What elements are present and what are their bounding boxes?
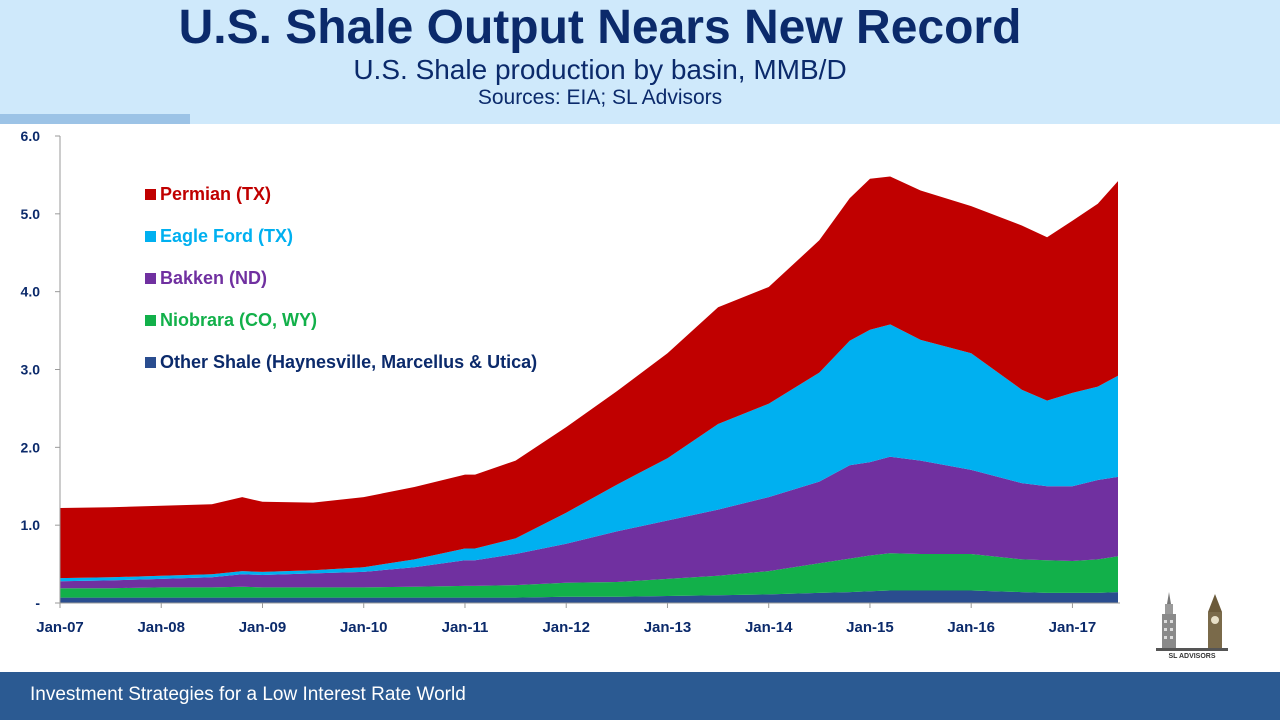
footer-band: Investment Strategies for a Low Interest… xyxy=(0,672,1280,720)
x-tick-label: Jan-09 xyxy=(239,619,287,636)
x-tick-label: Jan-16 xyxy=(947,619,995,636)
x-tick-label: Jan-14 xyxy=(745,619,793,636)
header-accent-bar xyxy=(0,114,190,124)
x-tick-label: Jan-11 xyxy=(442,619,489,636)
legend-label: Bakken (ND) xyxy=(160,268,267,288)
legend-item-eagle-ford-tx: Eagle Ford (TX) xyxy=(145,226,293,246)
x-tick-label: Jan-08 xyxy=(137,619,185,636)
y-tick-label: 3.0 xyxy=(21,362,41,378)
shale-production-chart: - 1.0 2.0 3.0 4.0 5.0 6.0 Jan-07 Jan-08 Jan-09 Jan… xyxy=(0,124,1280,672)
y-tick-label: 6.0 xyxy=(21,128,41,144)
chart-sources: Sources: EIA; SL Advisors xyxy=(0,86,1200,110)
legend-item-permian-tx: Permian (TX) xyxy=(145,184,271,204)
sl-advisors-logo: SL ADVISORS xyxy=(1156,590,1228,662)
legend-item-other-shale-haynesville-marcellus-utica: Other Shale (Haynesville, Marcellus & Ut… xyxy=(145,352,537,372)
chart-legend: Permian (TX) Eagle Ford (TX) Bakken (ND) Ni… xyxy=(145,184,537,372)
x-tick-label: Jan-17 xyxy=(1049,619,1097,636)
y-tick-label: 1.0 xyxy=(21,517,41,533)
y-tick-label: 5.0 xyxy=(21,206,41,222)
legend-label: Eagle Ford (TX) xyxy=(160,226,293,246)
x-tick-label: Jan-07 xyxy=(36,619,84,636)
logo-text: SL ADVISORS xyxy=(1168,653,1215,660)
legend-item-bakken-nd: Bakken (ND) xyxy=(145,268,267,288)
x-tick-label: Jan-10 xyxy=(340,619,388,636)
y-tick-label: - xyxy=(35,595,40,611)
footer-tagline: Investment Strategies for a Low Interest… xyxy=(30,684,466,706)
legend-swatch xyxy=(145,231,156,242)
x-tick-label: Jan-13 xyxy=(644,619,692,636)
x-tick-label: Jan-15 xyxy=(846,619,894,636)
legend-item-niobrara-co-wy: Niobrara (CO, WY) xyxy=(145,310,317,330)
legend-swatch xyxy=(145,273,156,284)
x-tick-label: Jan-12 xyxy=(542,619,590,636)
page-title: U.S. Shale Output Nears New Record xyxy=(0,0,1200,55)
legend-label: Niobrara (CO, WY) xyxy=(160,310,317,330)
y-tick-label: 2.0 xyxy=(21,439,41,455)
legend-swatch xyxy=(145,315,156,326)
legend-label: Permian (TX) xyxy=(160,184,271,204)
legend-swatch xyxy=(145,357,156,368)
chart-subtitle: U.S. Shale production by basin, MMB/D xyxy=(0,54,1200,86)
legend-label: Other Shale (Haynesville, Marcellus & Ut… xyxy=(160,352,537,372)
legend-swatch xyxy=(145,189,156,200)
y-tick-label: 4.0 xyxy=(21,284,41,300)
